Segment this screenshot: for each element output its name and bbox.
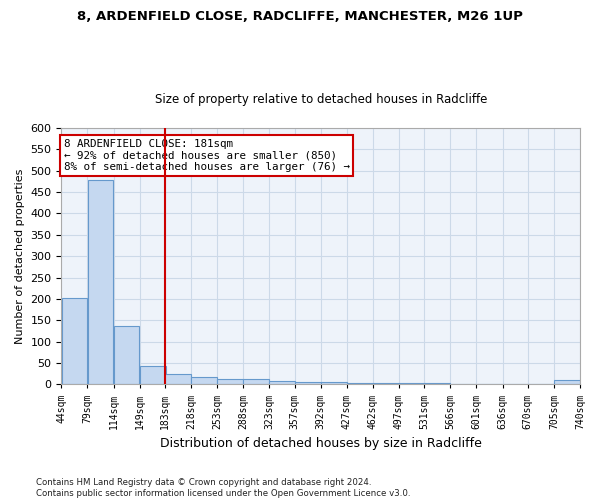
Title: Size of property relative to detached houses in Radcliffe: Size of property relative to detached ho… <box>155 93 487 106</box>
Text: 8 ARDENFIELD CLOSE: 181sqm
← 92% of detached houses are smaller (850)
8% of semi: 8 ARDENFIELD CLOSE: 181sqm ← 92% of deta… <box>64 138 350 172</box>
Bar <box>269 381 295 384</box>
Y-axis label: Number of detached properties: Number of detached properties <box>15 168 25 344</box>
Bar <box>399 383 425 384</box>
Bar <box>62 298 87 384</box>
Bar <box>424 383 450 384</box>
Bar <box>295 382 320 384</box>
Bar <box>191 376 217 384</box>
Bar <box>244 380 269 384</box>
Bar <box>114 326 139 384</box>
Text: 8, ARDENFIELD CLOSE, RADCLIFFE, MANCHESTER, M26 1UP: 8, ARDENFIELD CLOSE, RADCLIFFE, MANCHEST… <box>77 10 523 23</box>
Text: Contains HM Land Registry data © Crown copyright and database right 2024.
Contai: Contains HM Land Registry data © Crown c… <box>36 478 410 498</box>
Bar <box>373 383 399 384</box>
Bar <box>321 382 347 384</box>
X-axis label: Distribution of detached houses by size in Radcliffe: Distribution of detached houses by size … <box>160 437 482 450</box>
Bar <box>554 380 580 384</box>
Bar <box>165 374 191 384</box>
Bar <box>88 180 113 384</box>
Bar <box>347 382 373 384</box>
Bar <box>217 379 243 384</box>
Bar <box>140 366 166 384</box>
